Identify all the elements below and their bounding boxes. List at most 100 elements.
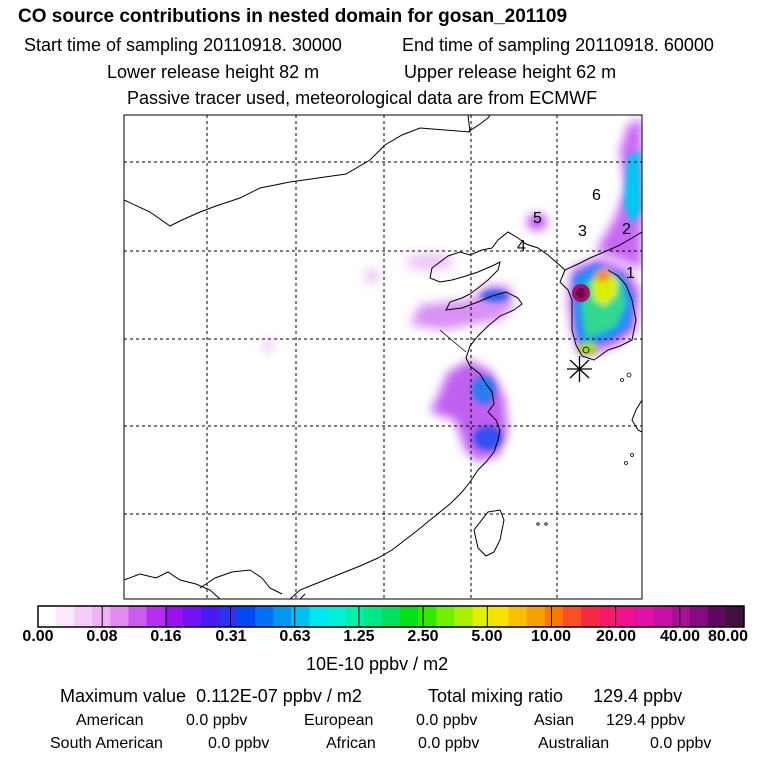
colorbar-swatch bbox=[490, 606, 510, 627]
colorbar-swatch bbox=[146, 606, 166, 627]
colorbar-swatch bbox=[56, 606, 75, 627]
upper-release-label: Upper release height 62 m bbox=[404, 62, 617, 82]
colorbar-tick: 0.63 bbox=[279, 628, 311, 645]
plume-east-sea-patch bbox=[527, 214, 547, 230]
colorbar-tick: 10.00 bbox=[530, 628, 572, 645]
colorbar-swatch bbox=[219, 606, 238, 627]
colorbar-swatch bbox=[671, 606, 691, 627]
asian-label: Asian bbox=[534, 712, 575, 729]
colorbar-tick: 0.31 bbox=[215, 628, 247, 645]
colorbar-swatch bbox=[689, 606, 709, 627]
start-time-label: Start time of sampling 20110918. 30000 bbox=[24, 35, 342, 55]
colorbar-swatch bbox=[110, 606, 129, 627]
plume-west-patch bbox=[364, 268, 380, 284]
asterisk-icon bbox=[567, 356, 592, 382]
colorbar-swatch bbox=[635, 606, 654, 627]
plume-yangtze-blue bbox=[472, 376, 496, 404]
colorbar-tick: 40.00 bbox=[659, 628, 701, 645]
colorbar-swatch bbox=[617, 606, 636, 627]
plume-shanghai-blue bbox=[474, 426, 502, 450]
plume-small-patch bbox=[262, 340, 274, 352]
plume-korea-orange bbox=[595, 270, 611, 282]
colorbar-tick: 0.00 bbox=[22, 628, 54, 645]
total-value: 129.4 ppbv bbox=[593, 686, 683, 706]
region-label-1: 1 bbox=[626, 265, 635, 282]
max-value-label: Maximum value bbox=[60, 686, 187, 706]
colorbar-units: 10E-10 ppbv / m2 bbox=[306, 654, 449, 674]
coastlines bbox=[124, 115, 642, 599]
colorbar-swatch bbox=[92, 606, 111, 627]
colorbar-swatch bbox=[562, 606, 582, 627]
end-time-label: End time of sampling 20110918. 60000 bbox=[402, 35, 714, 55]
plume-northeast-blue bbox=[624, 150, 642, 225]
map-frame bbox=[123, 114, 643, 600]
max-value: Maximum value 0.112E-07 ppbv / m2 bbox=[60, 686, 362, 707]
region-label-5: 5 bbox=[533, 210, 542, 227]
colorbar-swatch bbox=[400, 606, 419, 627]
colorbar-swatch bbox=[454, 606, 473, 627]
colorbar-tick: 80.00 bbox=[707, 628, 749, 645]
australian-value: 0.0 ppbv bbox=[650, 735, 712, 752]
colorbar-tick: 0.16 bbox=[150, 628, 182, 645]
colorbar-swatch bbox=[725, 606, 745, 627]
european-label: European bbox=[304, 712, 374, 729]
plume-bohai-patch bbox=[405, 253, 455, 271]
chart-title: CO source contributions in nested domain… bbox=[18, 6, 568, 27]
river-line bbox=[439, 329, 467, 353]
colorbar-swatch bbox=[309, 606, 329, 627]
colorbar-swatch bbox=[273, 606, 292, 627]
plume-northeast bbox=[596, 118, 642, 270]
colorbar-swatch bbox=[381, 606, 401, 627]
region-label-2: 2 bbox=[622, 221, 631, 238]
south-american-label: South American bbox=[50, 735, 163, 752]
colorbar-swatch bbox=[653, 606, 672, 627]
region-label-4: 4 bbox=[517, 238, 526, 255]
colorbar-swatch bbox=[345, 606, 365, 627]
region-label-3: 3 bbox=[578, 223, 587, 240]
graticule bbox=[124, 115, 642, 599]
american-label: American bbox=[76, 712, 144, 729]
australian-label: Australian bbox=[538, 735, 610, 752]
colorbar-tick: 0.08 bbox=[86, 628, 118, 645]
asian-value: 129.4 ppbv bbox=[606, 712, 686, 729]
islands bbox=[536, 346, 634, 526]
african-value: 0.0 ppbv bbox=[418, 735, 480, 752]
colorbar-swatch bbox=[363, 606, 383, 627]
tracer-note: Passive tracer used, meteorological data… bbox=[127, 88, 598, 108]
total-mixing-ratio: Total mixing ratio 129.4 ppbv bbox=[428, 686, 682, 707]
colorbar-swatch bbox=[237, 606, 256, 627]
south-american-value: 0.0 ppbv bbox=[208, 735, 270, 752]
colorbar-swatch bbox=[436, 606, 455, 627]
colorbar-swatch bbox=[581, 606, 600, 627]
colorbar-swatch bbox=[472, 606, 491, 627]
colorbar-tick: 1.25 bbox=[343, 628, 375, 645]
colorbar-swatch bbox=[38, 606, 57, 627]
plume-shandong-blue bbox=[481, 290, 509, 302]
colorbar-swatch bbox=[255, 606, 274, 627]
colorbar-swatch bbox=[128, 606, 148, 627]
colorbar-swatch bbox=[418, 606, 437, 627]
colorbar-tick: 2.50 bbox=[407, 628, 439, 645]
american-value: 0.0 ppbv bbox=[186, 712, 248, 729]
lower-release-label: Lower release height 82 m bbox=[107, 62, 320, 82]
colorbar-swatch bbox=[508, 606, 528, 627]
total-label: Total mixing ratio bbox=[428, 686, 564, 706]
colorbar-swatch bbox=[599, 606, 618, 627]
colorbar-swatch bbox=[544, 606, 564, 627]
colorbar-swatch bbox=[182, 606, 202, 627]
concentration-plume-layer bbox=[262, 118, 642, 462]
colorbar-swatch bbox=[164, 606, 184, 627]
max-value-number: 0.112E-07 ppbv / m2 bbox=[196, 686, 362, 706]
colorbar-tick: 20.00 bbox=[595, 628, 637, 645]
colorbar-swatch bbox=[74, 606, 93, 627]
colorbar-swatch bbox=[526, 606, 546, 627]
region-label-6: 6 bbox=[592, 187, 601, 204]
colorbar-swatch bbox=[327, 606, 347, 627]
colorbar-swatch bbox=[291, 606, 310, 627]
colorbar-tick: 5.00 bbox=[471, 628, 503, 645]
european-value: 0.0 ppbv bbox=[416, 712, 478, 729]
colorbar-swatch bbox=[200, 606, 220, 627]
african-label: African bbox=[326, 735, 376, 752]
colorbar bbox=[38, 606, 745, 627]
